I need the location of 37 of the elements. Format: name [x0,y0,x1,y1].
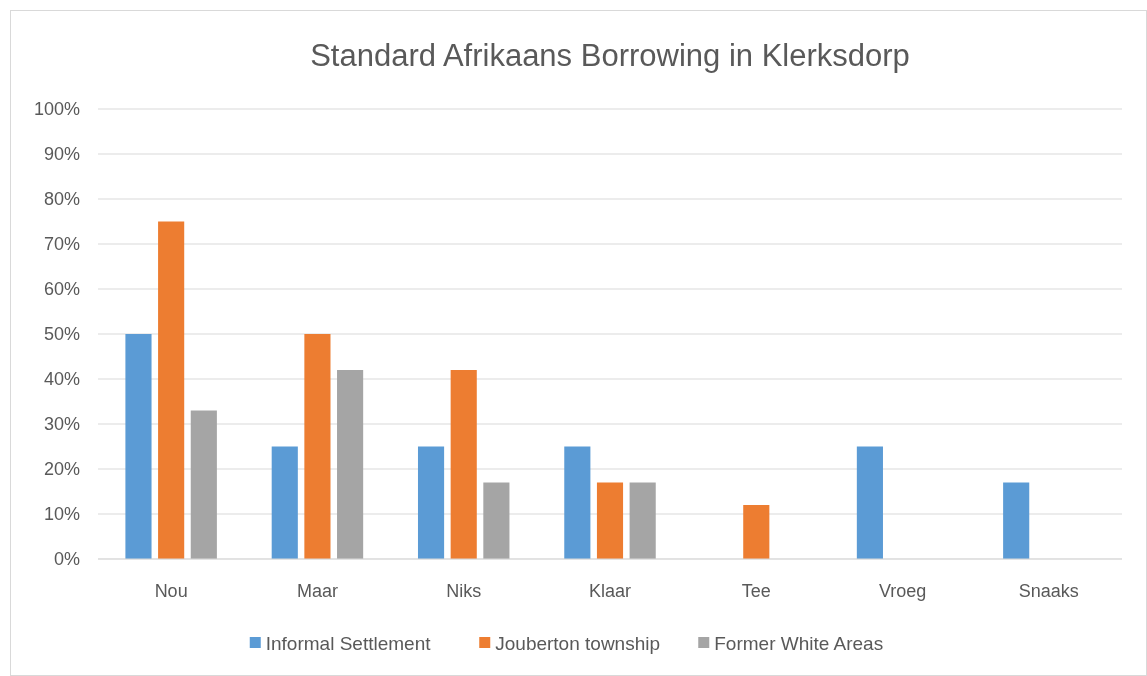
y-tick-label: 20% [43,459,80,480]
bar [158,221,185,559]
y-tick-label: 50% [43,324,80,345]
y-tick-label: 0% [53,549,80,570]
legend-label: Jouberton township [495,632,661,654]
y-tick-label: 90% [43,144,80,165]
chart-title: Standard Afrikaans Borrowing in Klerksdorp [310,38,910,73]
x-tick-label: Niks [446,581,482,601]
y-tick-label: 80% [43,189,80,210]
x-tick-label: Tee [741,581,771,601]
bar [417,446,445,559]
x-tick-label: Nou [154,581,188,601]
legend-label: Informal Settlement [265,632,432,654]
y-tick-label: 60% [43,279,80,300]
bar [450,370,477,559]
y-tick-label: 100% [33,99,80,120]
x-tick-label: Maar [296,581,338,601]
bar [629,482,656,559]
y-tick-label: 10% [43,504,80,525]
y-tick-label: 30% [43,414,80,435]
bar [856,446,883,559]
bar [271,446,298,559]
bar [304,334,331,559]
bar [564,446,591,559]
x-tick-label: Vroeg [878,581,927,601]
bar [337,370,364,559]
x-tick-label: Klaar [588,581,632,601]
bar [743,505,770,559]
bar [1003,482,1030,559]
bar [483,482,510,559]
legend-label: Former White Areas [714,632,884,654]
x-tick-label: Snaaks [1018,581,1079,601]
bar [190,410,217,559]
y-tick-label: 40% [43,369,80,390]
bar [596,482,624,559]
y-tick-label: 70% [43,234,80,255]
bar [125,334,152,559]
